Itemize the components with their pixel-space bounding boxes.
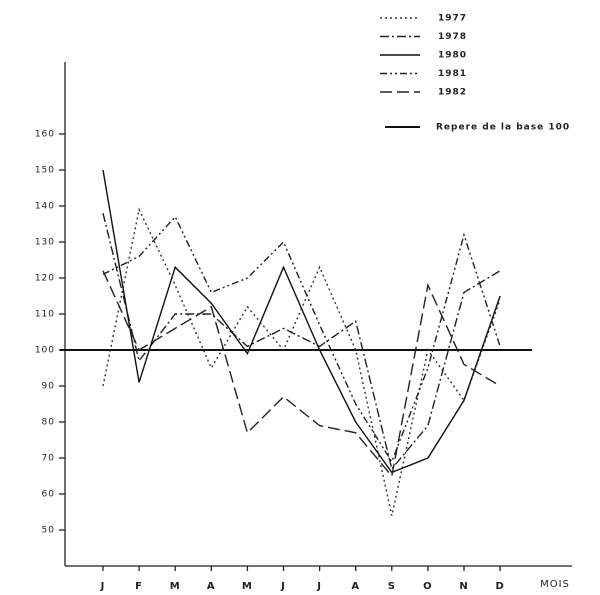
y-tick-label: 60 xyxy=(42,490,55,500)
y-tick-label: 70 xyxy=(42,454,55,464)
y-tick-label: 160 xyxy=(35,130,55,140)
y-tick-label: 90 xyxy=(42,382,55,392)
x-axis-label: MOIS xyxy=(540,579,570,590)
series-line xyxy=(102,213,501,471)
x-tick-label: M xyxy=(242,581,253,592)
y-tick-label: 80 xyxy=(42,418,55,428)
legend-label: 1982 xyxy=(438,88,467,98)
legend-label: 1981 xyxy=(438,69,467,79)
y-tick-label: 130 xyxy=(35,238,55,248)
series-line xyxy=(102,169,501,474)
x-tick-label: M xyxy=(170,581,181,592)
y-tick-label: 100 xyxy=(35,346,55,356)
y-tick-label: 120 xyxy=(35,274,55,284)
x-tick-label: J xyxy=(100,581,106,592)
series-line xyxy=(102,207,501,516)
y-tick-label: 50 xyxy=(42,526,55,536)
x-tick-label: F xyxy=(135,581,143,592)
legend-label: 1980 xyxy=(438,51,467,61)
legend-label: 1977 xyxy=(438,14,467,24)
legend-label: Repere de la base 100 xyxy=(436,123,570,133)
y-tick-label: 140 xyxy=(35,202,55,212)
series-line xyxy=(102,270,501,478)
x-tick-label: N xyxy=(459,581,468,592)
x-tick-label: J xyxy=(316,581,322,592)
x-tick-label: A xyxy=(351,581,360,592)
x-tick-label: O xyxy=(423,581,433,592)
x-tick-label: J xyxy=(280,581,286,592)
x-tick-label: A xyxy=(207,581,216,592)
legend-label: 1978 xyxy=(438,32,467,42)
x-tick-label: D xyxy=(495,581,504,592)
series-line xyxy=(102,215,501,464)
y-tick-label: 150 xyxy=(35,166,55,176)
y-tick-label: 110 xyxy=(35,310,55,320)
x-tick-label: S xyxy=(388,581,396,592)
